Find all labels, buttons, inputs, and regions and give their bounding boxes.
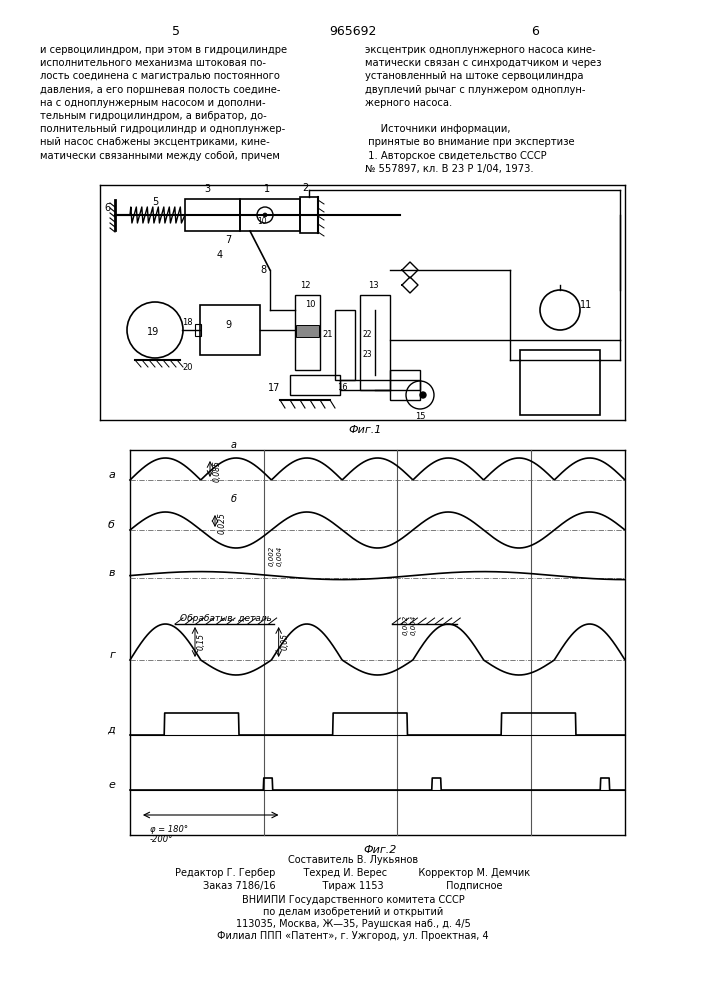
Text: установленный на штоке сервоцилиндра: установленный на штоке сервоцилиндра xyxy=(365,71,583,81)
Text: 11: 11 xyxy=(580,300,592,310)
Text: Источники информации,: Источники информации, xyxy=(365,124,510,134)
Text: Составитель В. Лукьянов: Составитель В. Лукьянов xyxy=(288,855,418,865)
Text: 0,002: 0,002 xyxy=(269,546,274,566)
Text: № 557897, кл. В 23 Р 1/04, 1973.: № 557897, кл. В 23 Р 1/04, 1973. xyxy=(365,164,534,174)
Circle shape xyxy=(263,213,267,217)
Text: 0,025: 0,025 xyxy=(218,512,227,534)
Text: ВНИИПИ Государственного комитета СССР: ВНИИПИ Государственного комитета СССР xyxy=(242,895,464,905)
Text: 10: 10 xyxy=(305,300,315,309)
Text: 6: 6 xyxy=(104,203,110,213)
Text: 17: 17 xyxy=(268,383,280,393)
Text: 965692: 965692 xyxy=(329,25,377,38)
Text: г: г xyxy=(109,650,115,660)
Text: 1. Авторское свидетельство СССР: 1. Авторское свидетельство СССР xyxy=(365,151,547,161)
Text: исполнительного механизма штоковая по-: исполнительного механизма штоковая по- xyxy=(40,58,266,68)
Text: Обрабатыв. деталь: Обрабатыв. деталь xyxy=(180,614,271,623)
Text: Фиг.2: Фиг.2 xyxy=(363,845,397,855)
Text: ный насос снабжены эксцентриками, кине-: ный насос снабжены эксцентриками, кине- xyxy=(40,137,270,147)
Text: 19: 19 xyxy=(147,327,159,337)
Text: а: а xyxy=(230,440,237,450)
Text: 16: 16 xyxy=(337,383,347,392)
Text: лость соединена с магистралью постоянного: лость соединена с магистралью постоянног… xyxy=(40,71,280,81)
Text: 10: 10 xyxy=(257,217,267,226)
Text: 1: 1 xyxy=(264,184,270,194)
Bar xyxy=(360,295,390,390)
Text: 4: 4 xyxy=(217,250,223,260)
Text: эксцентрик одноплунжерного насоса кине-: эксцентрик одноплунжерного насоса кине- xyxy=(365,45,595,55)
Text: давления, а его поршневая полость соедине-: давления, а его поршневая полость соедин… xyxy=(40,85,281,95)
Circle shape xyxy=(420,392,426,398)
Text: 0,004: 0,004 xyxy=(410,615,416,635)
Text: 6: 6 xyxy=(531,25,539,38)
Bar xyxy=(390,370,420,400)
Text: 113035, Москва, Ж—35, Раушская наб., д. 4/5: 113035, Москва, Ж—35, Раушская наб., д. … xyxy=(235,919,470,929)
Text: полнительный гидроцилиндр и одноплунжер-: полнительный гидроцилиндр и одноплунжер- xyxy=(40,124,285,134)
Text: а: а xyxy=(108,470,115,480)
Text: Редактор Г. Гербер         Техред И. Верес          Корректор М. Демчик: Редактор Г. Гербер Техред И. Верес Корре… xyxy=(175,868,530,878)
Bar xyxy=(200,305,260,355)
Text: 22: 22 xyxy=(362,330,372,339)
Text: тельным гидроцилиндром, а вибратор, до-: тельным гидроцилиндром, а вибратор, до- xyxy=(40,111,267,121)
Text: φ = 180°: φ = 180° xyxy=(150,825,188,834)
Text: 0,05: 0,05 xyxy=(281,634,290,650)
Text: на с одноплунжерным насосом и дополни-: на с одноплунжерным насосом и дополни- xyxy=(40,98,266,108)
Text: 0,15: 0,15 xyxy=(197,634,206,650)
Bar xyxy=(335,310,355,380)
Text: 3: 3 xyxy=(204,184,210,194)
Text: и сервоцилиндром, при этом в гидроцилиндре: и сервоцилиндром, при этом в гидроцилинд… xyxy=(40,45,287,55)
Text: матически связанными между собой, причем: матически связанными между собой, причем xyxy=(40,151,280,161)
Text: жерного насоса.: жерного насоса. xyxy=(365,98,452,108)
Text: -200°: -200° xyxy=(150,835,173,844)
Text: по делам изобретений и открытий: по делам изобретений и открытий xyxy=(263,907,443,917)
Text: матически связан с синхродатчиком и через: матически связан с синхродатчиком и чере… xyxy=(365,58,602,68)
Bar xyxy=(290,375,340,395)
Text: б: б xyxy=(230,494,237,504)
Text: Заказ 7186/16               Тираж 1153                    Подписное: Заказ 7186/16 Тираж 1153 Подписное xyxy=(203,881,503,891)
Text: 15: 15 xyxy=(415,412,425,421)
Text: 23: 23 xyxy=(362,350,372,359)
Text: 12: 12 xyxy=(300,281,310,290)
Text: 0,002: 0,002 xyxy=(402,615,409,635)
Text: 21: 21 xyxy=(322,330,332,339)
Bar xyxy=(340,380,420,390)
Text: 7: 7 xyxy=(225,235,231,245)
Text: д: д xyxy=(107,725,115,735)
Text: в: в xyxy=(108,568,115,578)
Bar xyxy=(296,325,319,337)
Text: 0,085: 0,085 xyxy=(213,460,222,482)
Text: 20: 20 xyxy=(182,363,193,372)
Text: 8: 8 xyxy=(260,265,266,275)
Bar xyxy=(185,199,240,231)
Text: 0,004: 0,004 xyxy=(276,546,283,566)
Text: 13: 13 xyxy=(368,281,378,290)
Text: 18: 18 xyxy=(182,318,192,327)
Text: б: б xyxy=(108,520,115,530)
Bar xyxy=(520,350,600,415)
Text: е: е xyxy=(108,780,115,790)
Text: 2: 2 xyxy=(302,183,308,193)
Text: 5: 5 xyxy=(172,25,180,38)
Text: Фиг.1: Фиг.1 xyxy=(349,425,382,435)
Bar xyxy=(195,324,201,336)
Text: Филиал ППП «Патент», г. Ужгород, ул. Проектная, 4: Филиал ППП «Патент», г. Ужгород, ул. Про… xyxy=(217,931,489,941)
Text: принятые во внимание при экспертизе: принятые во внимание при экспертизе xyxy=(365,137,575,147)
Bar xyxy=(240,199,300,231)
Bar xyxy=(300,197,318,233)
Text: 5: 5 xyxy=(152,197,158,207)
Text: двуплечий рычаг с плунжером одноплун-: двуплечий рычаг с плунжером одноплун- xyxy=(365,85,585,95)
Text: 9: 9 xyxy=(225,320,231,330)
Bar xyxy=(295,295,320,370)
